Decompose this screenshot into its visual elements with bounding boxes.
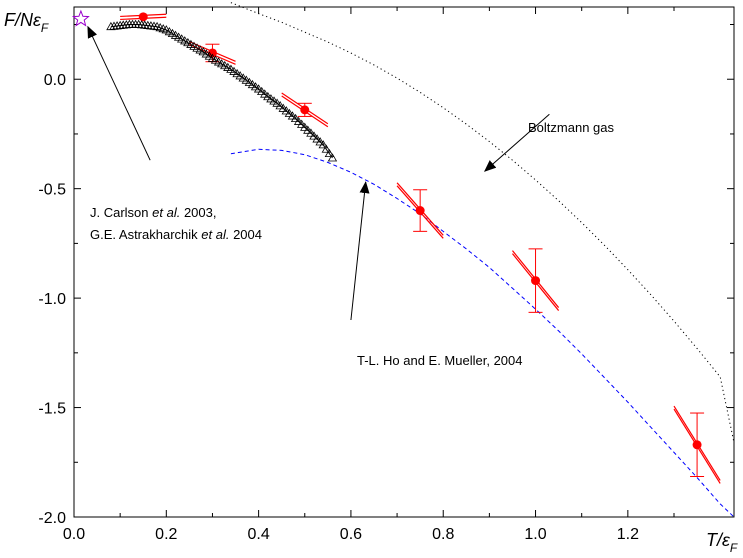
data-point: [692, 440, 702, 450]
y-tick-label: -2.0: [38, 510, 66, 527]
triangle-marker: [306, 128, 316, 137]
annotation-text: Boltzmann gas: [528, 120, 614, 135]
triangle-marker: [312, 134, 322, 143]
x-tick-label: 0.4: [247, 526, 269, 543]
triangle-marker: [318, 140, 328, 149]
annotation-text: J. Carlson et al. 2003,: [90, 205, 216, 220]
triangle-marker: [290, 113, 301, 123]
triangle-marker: [309, 131, 319, 140]
triangle-marker: [260, 89, 270, 98]
triangle-marker: [327, 153, 338, 162]
data-point: [531, 276, 541, 286]
annotation-text: G.E. Astrakharchik et al. 2004: [90, 227, 262, 242]
y-tick-label: -0.5: [38, 182, 66, 199]
triangle-marker: [253, 84, 264, 93]
data-point: [415, 206, 425, 216]
axis-titles: T/εF F/NεF: [4, 10, 738, 555]
triangle-marker: [284, 108, 295, 117]
triangle-marker: [321, 144, 331, 153]
x-tick-label: 0.0: [63, 526, 85, 543]
annotation-text: T-L. Ho and E. Mueller, 2004: [357, 353, 522, 368]
y-tick-label: -1.0: [38, 291, 66, 308]
x-tick-label: 0.8: [432, 526, 454, 543]
triangle-marker: [293, 116, 304, 125]
triangle-marker: [324, 148, 335, 158]
triangle-marker: [287, 111, 298, 120]
x-axis-title: T/εF: [706, 530, 738, 555]
y-tick-label: -1.5: [38, 401, 66, 418]
triangle-marker: [272, 98, 282, 107]
annotation-arrow: [87, 25, 151, 161]
x-tick-label: 1.0: [524, 526, 546, 543]
plot-frame: [73, 6, 735, 518]
triangle-series-line: [110, 24, 333, 159]
x-tick-label: 0.6: [340, 526, 362, 543]
annotations: J. Carlson et al. 2003, G.E. Astrakharchi…: [87, 25, 614, 368]
black-dotted-curve: [230, 2, 735, 443]
y-axis-title: F/NεF: [4, 10, 49, 35]
triangle-marker: [303, 125, 313, 134]
blue-dashed-curve: [230, 148, 735, 518]
curves: [110, 2, 735, 518]
triangle-marker: [315, 137, 325, 146]
star-marker: [71, 9, 90, 27]
triangle-marker: [257, 86, 267, 96]
triangle-marker: [300, 122, 310, 131]
data-point: [300, 105, 310, 115]
y-axis: 0.0 -0.5 -1.0 -1.5 -2.0: [38, 24, 734, 527]
y-tick-label: 0.0: [44, 72, 66, 89]
x-tick-label: 1.2: [617, 526, 639, 543]
annotation-arrow: [350, 181, 370, 321]
data-point: [207, 48, 217, 58]
annotation-arrow: [484, 113, 550, 172]
triangle-marker: [278, 103, 288, 112]
x-axis: 0.0 0.2 0.4 0.6 0.8 1.0 1.2: [63, 7, 675, 543]
triangle-marker: [275, 101, 285, 110]
x-tick-label: 0.2: [155, 526, 177, 543]
data-point: [138, 12, 148, 22]
triangle-marker: [297, 119, 307, 128]
triangle-marker: [281, 106, 291, 115]
markers: [71, 9, 721, 484]
